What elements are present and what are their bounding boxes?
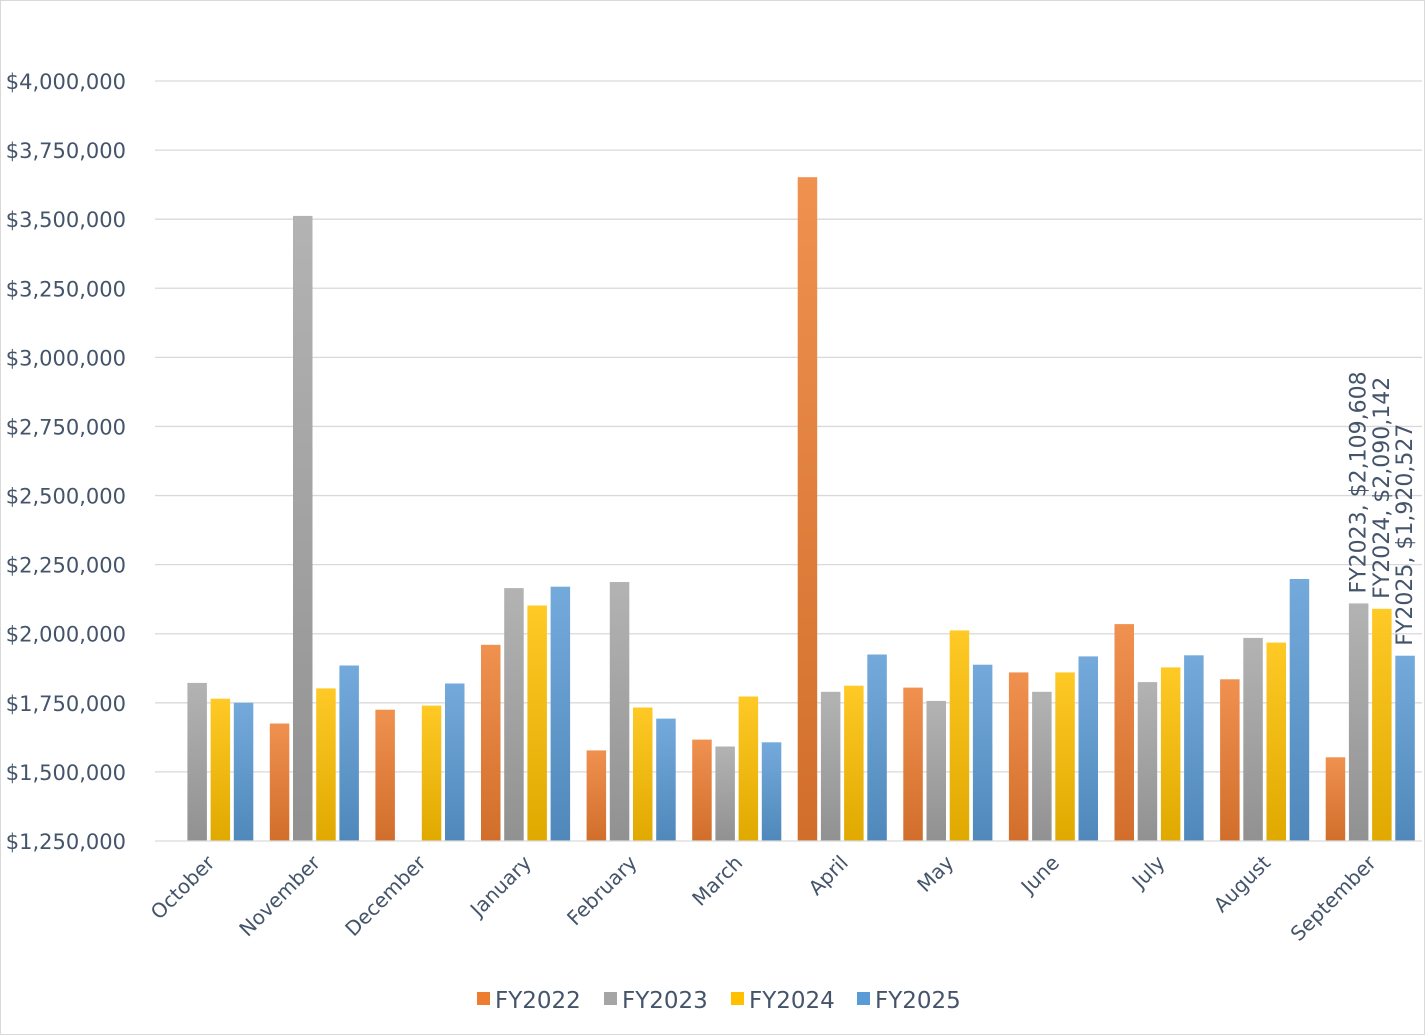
data-label-fy2025-september: FY2025, $1,920,527 xyxy=(1393,424,1418,646)
y-tick-label: $4,000,000 xyxy=(6,70,126,94)
bar-fy2022-may xyxy=(903,687,923,841)
bar-fy2022-february xyxy=(586,750,607,841)
x-tick-label-may: May xyxy=(912,850,958,896)
bar-fy2023-february xyxy=(609,582,630,841)
gridlines xyxy=(155,80,1422,773)
bar-fy2025-october xyxy=(233,702,254,841)
bar-fy2025-august xyxy=(1289,579,1310,841)
bar-fy2024-may xyxy=(949,630,970,841)
y-tick-label: $3,000,000 xyxy=(6,346,126,370)
legend-item-fy2025: FY2025 xyxy=(857,988,961,1014)
y-axis-tick-labels: $1,250,000 $1,500,000 $1,750,000 $2,000,000… xyxy=(6,70,126,854)
y-tick-label: $2,500,000 xyxy=(6,485,126,509)
bar-fy2023-april xyxy=(820,691,841,841)
bar-fy2022-january xyxy=(481,644,501,841)
bar-fy2022-july xyxy=(1114,624,1134,841)
bar-fy2024-june xyxy=(1055,672,1075,841)
y-tick-label: $2,250,000 xyxy=(6,554,126,578)
bar-fy2023-june xyxy=(1032,691,1052,841)
x-tick-label-february: February xyxy=(562,850,642,930)
bar-fy2025-december xyxy=(445,683,465,841)
bar-fy2023-august xyxy=(1243,637,1263,841)
bar-fy2024-september xyxy=(1372,608,1392,841)
legend-swatch xyxy=(731,992,744,1005)
bar-fy2025-july xyxy=(1184,655,1204,841)
bar-fy2022-september xyxy=(1325,757,1346,841)
x-tick-label-october: October xyxy=(146,850,220,924)
x-tick-label-december: December xyxy=(340,850,431,941)
x-tick-label-january: January xyxy=(464,850,536,922)
bar-fy2023-november xyxy=(293,215,313,841)
y-tick-label: $1,500,000 xyxy=(6,761,126,785)
legend-item-fy2023: FY2023 xyxy=(604,988,708,1014)
bar-fy2024-december xyxy=(421,705,442,841)
legend-label: FY2022 xyxy=(495,988,581,1014)
y-tick-label: $3,250,000 xyxy=(6,277,126,301)
bar-fy2025-february xyxy=(656,718,676,841)
y-tick-label: $2,000,000 xyxy=(6,623,126,647)
data-label-fy2024-september: FY2024, $2,090,142 xyxy=(1370,377,1395,599)
bar-fy2022-march xyxy=(692,739,712,841)
bar-fy2025-april xyxy=(867,654,887,841)
x-axis-tick-labels: October November December January February Ma… xyxy=(146,850,1382,946)
bar-fy2024-july xyxy=(1160,667,1181,841)
data-label-fy2023-september: FY2023, $2,109,608 xyxy=(1347,371,1372,593)
bar-fy2023-march xyxy=(715,746,735,841)
bar-fy2022-december xyxy=(375,709,395,841)
bar-fy2025-january xyxy=(550,586,571,841)
y-tick-label: $2,750,000 xyxy=(6,415,126,439)
bar-fy2023-july xyxy=(1137,682,1158,841)
bar-fy2022-june xyxy=(1008,672,1029,841)
y-tick-label: $1,250,000 xyxy=(6,830,126,854)
x-tick-label-august: August xyxy=(1209,850,1276,917)
bar-fy2025-september xyxy=(1395,655,1415,841)
bar-fy2024-november xyxy=(316,688,336,841)
bar-fy2024-march xyxy=(738,696,759,841)
bar-fy2024-february xyxy=(633,707,653,841)
bar-fy2025-may xyxy=(972,664,993,841)
bar-fy2022-november xyxy=(269,723,290,841)
bar-fy2024-april xyxy=(844,685,864,841)
legend-swatch xyxy=(857,992,870,1005)
y-tick-label: $3,500,000 xyxy=(6,208,126,232)
legend: FY2022 FY2023 FY2024 FY2025 xyxy=(477,988,961,1014)
legend-label: FY2023 xyxy=(622,988,708,1014)
x-tick-label-july: July xyxy=(1126,850,1170,894)
bar-fy2022-august xyxy=(1220,679,1240,841)
y-tick-label: $3,750,000 xyxy=(6,139,126,163)
y-tick-label: $1,750,000 xyxy=(6,692,126,716)
bar-fy2023-october xyxy=(187,682,207,841)
legend-label: FY2025 xyxy=(875,988,961,1014)
bar-fy2024-october xyxy=(210,698,231,841)
bar-fy2024-august xyxy=(1266,642,1286,841)
legend-swatch xyxy=(477,992,490,1005)
bar-fy2022-april xyxy=(797,177,818,841)
x-tick-label-march: March xyxy=(687,851,747,911)
bar-fy2023-may xyxy=(926,700,946,841)
legend-item-fy2024: FY2024 xyxy=(731,988,835,1014)
legend-swatch xyxy=(604,992,617,1005)
x-tick-label-november: November xyxy=(234,850,325,941)
bar-fy2023-january xyxy=(504,588,524,841)
legend-item-fy2022: FY2022 xyxy=(477,988,581,1014)
legend-label: FY2024 xyxy=(749,988,835,1014)
x-tick-label-june: June xyxy=(1015,851,1064,900)
x-tick-label-april: April xyxy=(804,851,853,900)
bar-fy2025-june xyxy=(1078,656,1098,841)
bar-fy2024-january xyxy=(527,605,547,841)
bar-fy2025-march xyxy=(761,742,782,841)
bar-fy2023-september xyxy=(1348,603,1369,841)
x-tick-label-september: September xyxy=(1286,850,1382,946)
bars xyxy=(187,177,1415,841)
bar-fy2025-november xyxy=(339,665,359,841)
